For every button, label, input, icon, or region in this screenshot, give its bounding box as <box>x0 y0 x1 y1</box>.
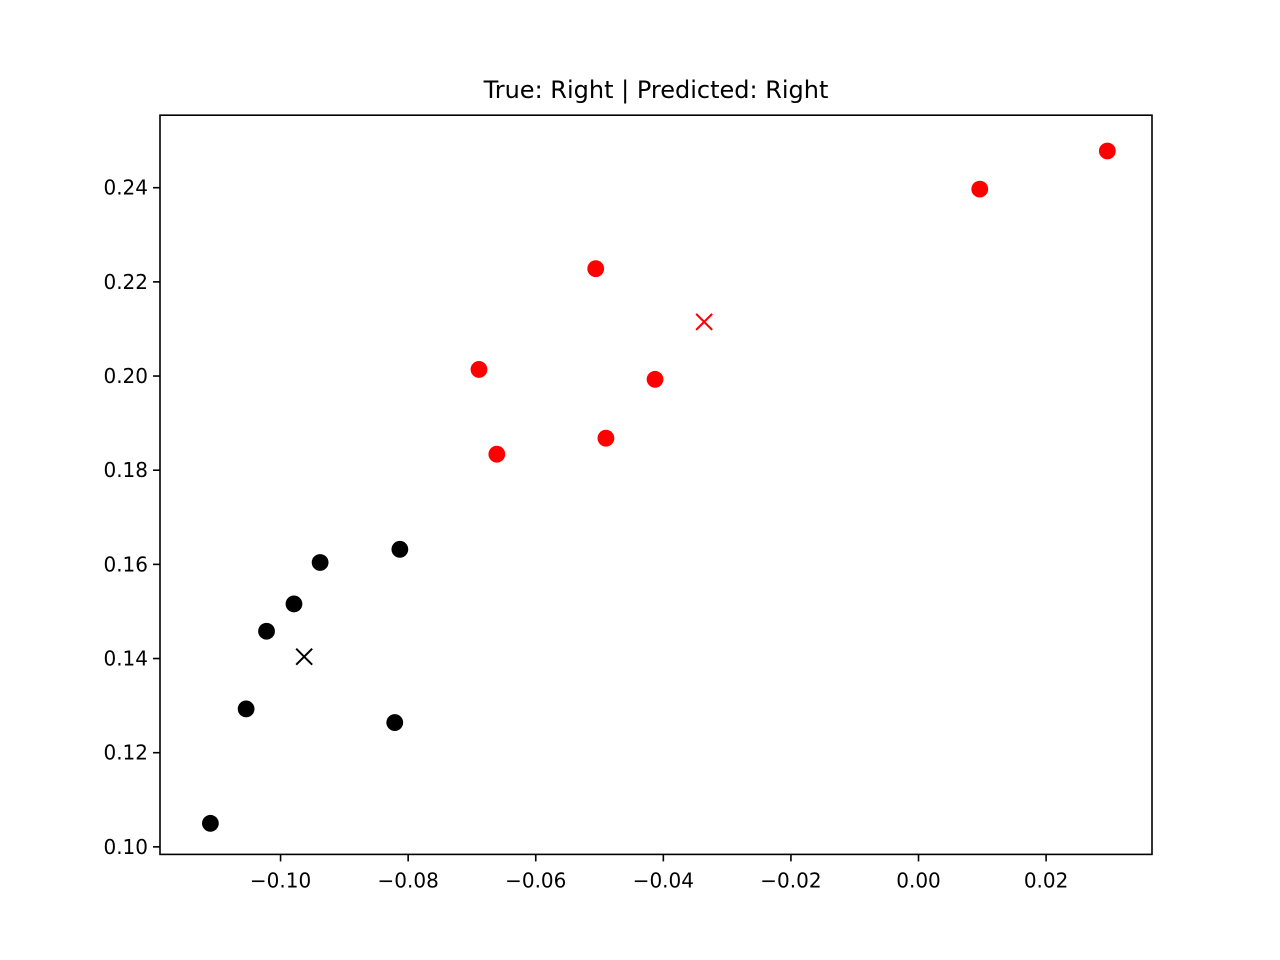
y-axis: 0.10 0.12 0.14 0.16 0.18 0.20 0.22 0.24 <box>103 176 160 859</box>
x-tick-label: −0.06 <box>505 868 566 892</box>
y-tick-label: 0.20 <box>103 364 148 388</box>
y-tick-label: 0.10 <box>103 835 148 859</box>
x-tick-label: −0.02 <box>760 868 821 892</box>
data-point <box>386 714 404 731</box>
data-point <box>587 260 605 278</box>
centroid-x-marker <box>295 647 313 666</box>
y-tick-label: 0.18 <box>103 458 148 482</box>
x-tick-label: 0.00 <box>896 868 941 892</box>
data-point <box>470 361 488 378</box>
y-tick-label: 0.22 <box>103 270 148 294</box>
y-tick-label: 0.16 <box>103 552 148 576</box>
y-tick-label: 0.24 <box>103 176 148 200</box>
data-markers <box>201 142 1116 832</box>
plot-frame <box>159 114 1153 856</box>
data-point <box>646 370 664 388</box>
data-point <box>311 554 329 571</box>
data-point <box>391 540 409 558</box>
data-point <box>237 700 255 718</box>
chart-title: True: Right | Predicted: Right <box>483 76 829 104</box>
x-tick-label: −0.10 <box>250 868 311 892</box>
centroid-x-marker <box>695 313 713 331</box>
y-tick-label: 0.12 <box>103 741 148 765</box>
x-tick-label: −0.04 <box>633 868 694 892</box>
data-point <box>258 622 275 640</box>
data-point <box>971 180 989 198</box>
x-tick-label: −0.08 <box>378 868 439 892</box>
data-point <box>488 445 506 463</box>
x-tick-label: 0.02 <box>1024 868 1069 892</box>
data-point <box>1098 142 1116 160</box>
y-tick-label: 0.14 <box>103 647 148 671</box>
data-point <box>285 595 303 613</box>
x-axis: −0.10 −0.08 −0.06 −0.04 −0.02 0.00 0.02 <box>250 854 1068 892</box>
data-point <box>597 429 615 447</box>
data-point <box>201 814 219 832</box>
